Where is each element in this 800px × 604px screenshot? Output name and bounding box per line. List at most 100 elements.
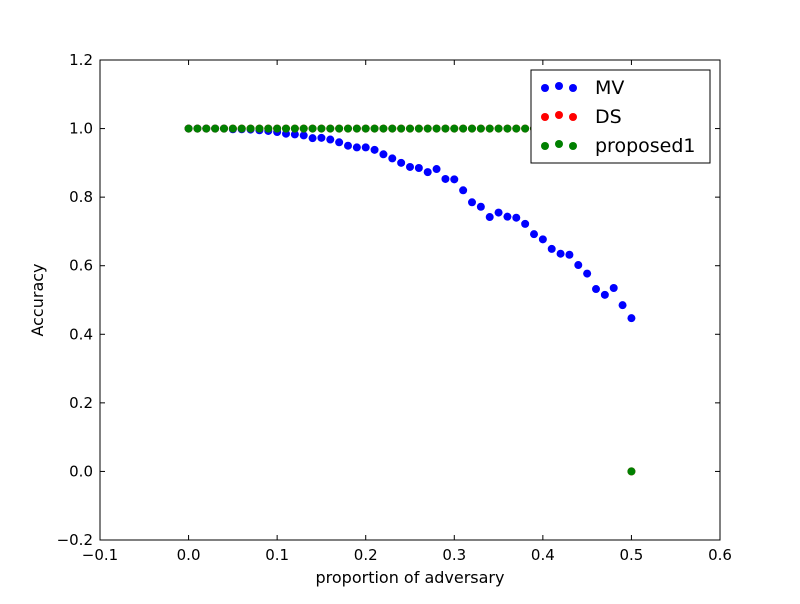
legend: MV DS proposed1 <box>530 69 711 164</box>
legend-marker-mv <box>555 82 563 90</box>
data-point-proposed1 <box>317 124 326 133</box>
data-point-proposed1 <box>326 124 335 133</box>
data-point-proposed1 <box>512 124 521 133</box>
data-point-proposed1 <box>361 124 370 133</box>
data-point-mv <box>441 174 450 183</box>
data-point-proposed1 <box>228 124 237 133</box>
data-point-proposed1 <box>344 124 352 133</box>
data-point-mv <box>609 284 618 292</box>
data-point-proposed1 <box>476 124 485 133</box>
legend-marker-mv <box>541 84 549 92</box>
y-tick-label: 0.0 <box>69 462 93 480</box>
data-point-mv <box>556 249 565 258</box>
legend-entries: MV DS proposed1 <box>541 77 696 157</box>
data-point-proposed1 <box>370 124 379 133</box>
y-tick-label: 0.4 <box>69 325 93 343</box>
data-point-mv <box>299 131 308 140</box>
data-point-mv <box>627 314 636 323</box>
data-point-mv <box>618 301 627 310</box>
data-point-mv <box>432 165 441 174</box>
data-point-mv <box>335 138 344 147</box>
data-point-proposed1 <box>299 124 308 133</box>
data-point-proposed1 <box>335 124 344 133</box>
data-point-proposed1 <box>264 124 273 133</box>
y-tick-label: 0.6 <box>69 257 93 275</box>
legend-label-mv: MV <box>595 77 624 99</box>
legend-marker-mv <box>569 84 577 92</box>
data-point-proposed1 <box>459 124 468 133</box>
data-point-proposed1 <box>352 124 361 133</box>
data-point-proposed1 <box>282 124 290 133</box>
data-point-mv <box>406 162 414 171</box>
data-point-mv <box>370 145 379 154</box>
y-tick-label: 0.8 <box>69 188 93 206</box>
axis-ticks: −0.1 0.0 0.1 0.2 0.3 0.4 0.5 0.6 −0.2 0.0 0.2 0.4 0.… <box>57 51 732 564</box>
y-tick-label: 1.2 <box>69 51 93 69</box>
data-point-mv <box>326 135 335 144</box>
x-tick-label: 0.2 <box>354 546 378 564</box>
data-point-mv <box>414 164 423 172</box>
data-point-mv <box>583 269 592 278</box>
data-point-proposed1 <box>485 124 494 133</box>
data-point-mv <box>388 154 397 163</box>
data-point-mv <box>423 168 432 177</box>
data-point-mv <box>503 212 512 221</box>
data-point-mv <box>592 285 600 294</box>
x-tick-label: 0.3 <box>442 546 466 564</box>
data-point-mv <box>468 198 476 207</box>
y-tick-label: −0.2 <box>57 531 93 549</box>
data-point-proposed1 <box>379 124 388 133</box>
legend-marker-ds <box>569 113 577 121</box>
x-tick-label: −0.1 <box>82 546 118 564</box>
legend-marker-proposed1 <box>569 142 577 150</box>
data-point-proposed1 <box>414 124 423 133</box>
data-point-proposed1 <box>406 124 414 133</box>
data-point-mv <box>308 134 317 143</box>
y-tick-label: 1.0 <box>69 120 93 138</box>
data-point-proposed1 <box>193 124 202 133</box>
data-point-mv <box>476 202 485 211</box>
data-point-proposed1 <box>184 124 193 133</box>
data-point-mv <box>290 130 299 139</box>
data-point-proposed1 <box>388 124 397 133</box>
plot-frame <box>99 59 721 541</box>
data-point-mv <box>459 186 468 195</box>
data-point-mv <box>565 250 574 259</box>
data-point-proposed1 <box>255 124 264 133</box>
data-point-proposed1 <box>468 124 476 133</box>
data-point-mv <box>352 143 361 152</box>
data-point-mv <box>344 141 352 150</box>
legend-marker-ds <box>541 113 549 121</box>
data-point-mv <box>530 230 538 239</box>
data-point-mv <box>574 261 583 270</box>
data-point-mv <box>512 213 521 222</box>
data-point-mv <box>485 213 494 222</box>
legend-marker-proposed1 <box>541 142 549 150</box>
data-point-proposed1 <box>290 124 299 133</box>
data-point-proposed1 <box>441 124 450 133</box>
data-point-proposed1 <box>627 467 636 476</box>
data-point-proposed1 <box>246 124 255 133</box>
data-point-mv <box>361 143 370 152</box>
data-point-mv <box>494 208 503 217</box>
data-point-proposed1 <box>220 124 228 133</box>
y-axis-label: Accuracy <box>28 263 47 336</box>
data-point-proposed1 <box>432 124 441 133</box>
legend-label-proposed1: proposed1 <box>595 135 696 157</box>
data-point-mv <box>547 244 556 253</box>
data-point-mv <box>317 133 326 142</box>
data-point-mv <box>379 150 388 159</box>
data-point-proposed1 <box>308 124 317 133</box>
data-point-proposed1 <box>423 124 432 133</box>
x-tick-label: 0.1 <box>265 546 289 564</box>
data-point-proposed1 <box>494 124 503 133</box>
data-point-mv <box>600 290 609 299</box>
data-point-mv <box>538 235 547 244</box>
x-tick-label: 0.5 <box>619 546 643 564</box>
data-point-proposed1 <box>237 124 246 133</box>
x-tick-label: 0.4 <box>531 546 555 564</box>
data-point-proposed1 <box>273 124 282 133</box>
legend-marker-proposed1 <box>555 140 563 148</box>
